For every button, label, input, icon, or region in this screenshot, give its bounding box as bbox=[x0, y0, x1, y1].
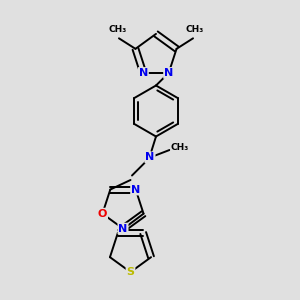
Text: N: N bbox=[139, 68, 148, 78]
Text: CH₃: CH₃ bbox=[108, 26, 127, 34]
Text: S: S bbox=[127, 267, 134, 277]
Text: N: N bbox=[131, 184, 140, 194]
Text: CH₃: CH₃ bbox=[185, 26, 204, 34]
Text: N: N bbox=[118, 224, 127, 234]
Text: O: O bbox=[98, 209, 107, 219]
Text: CH₃: CH₃ bbox=[171, 142, 189, 152]
Text: N: N bbox=[164, 68, 173, 78]
Text: N: N bbox=[146, 152, 154, 163]
